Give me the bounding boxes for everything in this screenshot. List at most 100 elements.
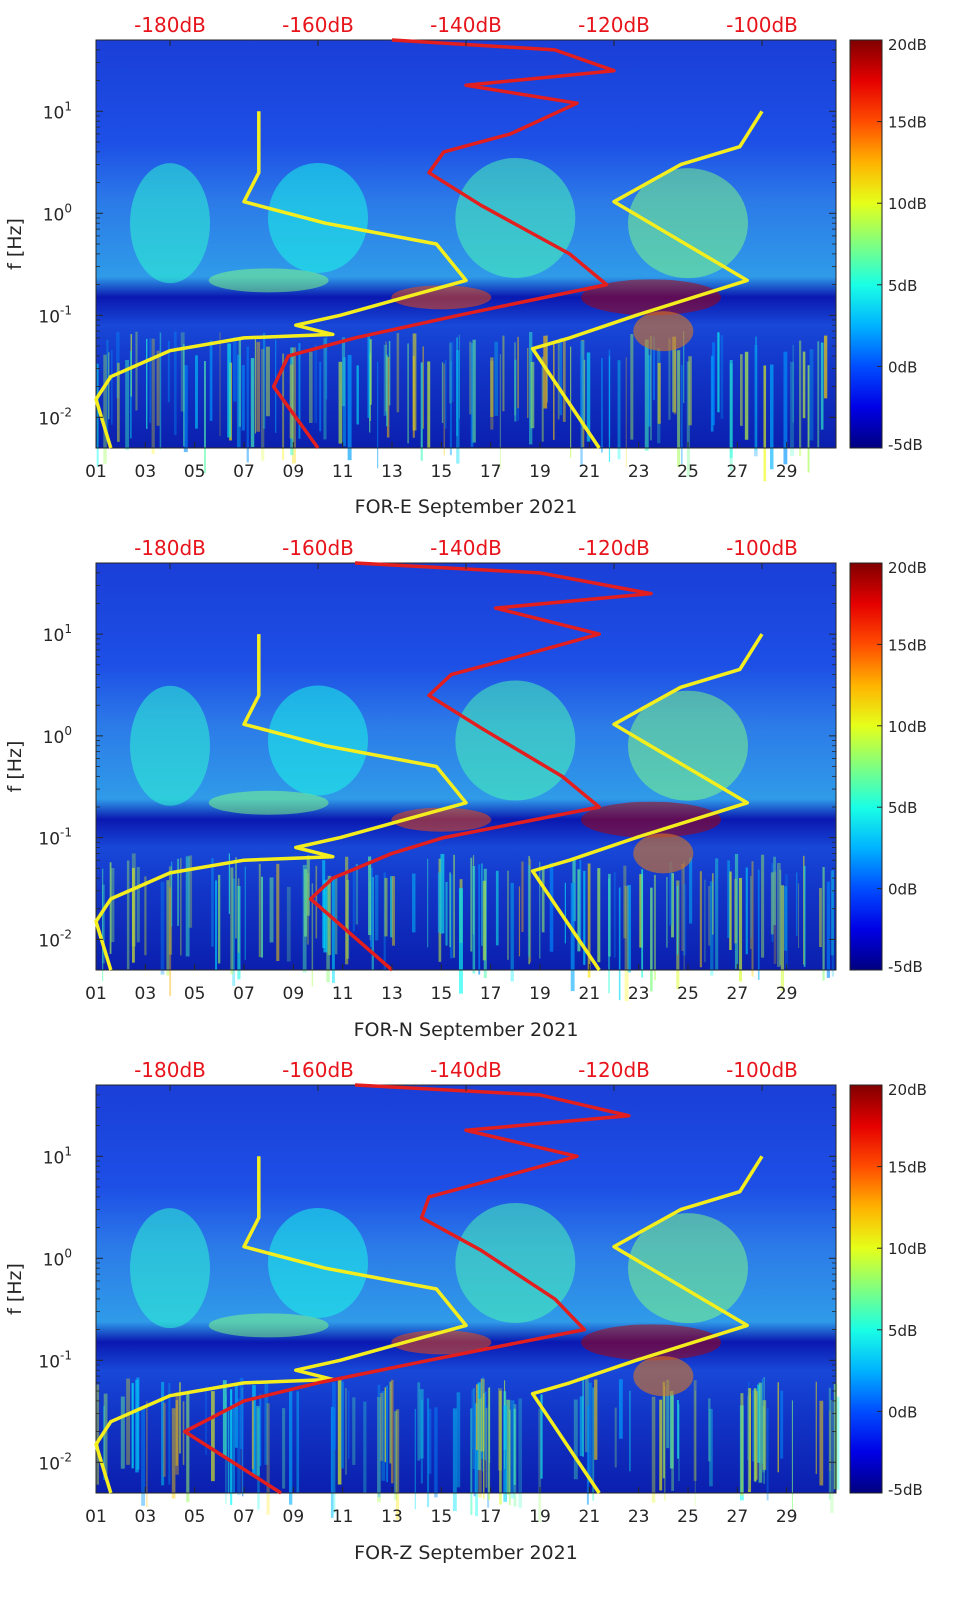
y-tick-label: 10-1 bbox=[38, 826, 72, 850]
top-db-label: -160dB bbox=[282, 13, 354, 37]
y-axis-label: f [Hz] bbox=[4, 741, 26, 793]
colorbar-label: 5dB bbox=[888, 799, 917, 817]
y-tick-label: 10-2 bbox=[38, 927, 72, 951]
top-db-label: -100dB bbox=[726, 536, 798, 560]
x-tick-label: 05 bbox=[184, 462, 206, 482]
x-tick-label: 27 bbox=[727, 1507, 749, 1527]
colorbar-label: 5dB bbox=[888, 277, 917, 295]
top-db-label: -160dB bbox=[282, 1058, 354, 1082]
x-tick-label: 03 bbox=[135, 1507, 157, 1527]
x-tick-label: 11 bbox=[332, 984, 354, 1004]
x-tick-label: 11 bbox=[332, 462, 354, 482]
series-low-noise-model bbox=[94, 111, 468, 449]
x-tick-label: 23 bbox=[628, 1507, 650, 1527]
colorbar-label: 20dB bbox=[888, 559, 927, 577]
spectrogram-texture bbox=[96, 1202, 840, 1523]
x-tick-label: 15 bbox=[431, 462, 453, 482]
y-tick-label: 10-2 bbox=[38, 1450, 72, 1474]
colorbar bbox=[849, 562, 883, 971]
x-tick-label: 25 bbox=[677, 984, 699, 1004]
x-tick-label: 27 bbox=[727, 984, 749, 1004]
x-tick-label: 15 bbox=[431, 1507, 453, 1527]
x-tick-label: 19 bbox=[529, 462, 551, 482]
y-axis-label: f [Hz] bbox=[4, 218, 26, 270]
top-db-label: -140dB bbox=[430, 13, 502, 37]
series-median-PSD bbox=[271, 38, 616, 450]
x-tick-label: 17 bbox=[480, 462, 502, 482]
colorbar-label: 0dB bbox=[888, 1403, 917, 1421]
colorbar-label: 15dB bbox=[888, 636, 927, 654]
y-tick-label: 10-1 bbox=[38, 303, 72, 327]
colorbar-label: -5dB bbox=[888, 1481, 923, 1499]
top-db-label: -180dB bbox=[134, 1058, 206, 1082]
series-median-PSD bbox=[183, 1083, 631, 1495]
x-tick-label: 09 bbox=[283, 462, 305, 482]
colorbar-label: 0dB bbox=[888, 358, 917, 376]
x-tick-label: 07 bbox=[233, 984, 255, 1004]
colorbar-label: 15dB bbox=[888, 1159, 927, 1177]
colorbar-label: 20dB bbox=[888, 1081, 927, 1099]
y-tick-label: 101 bbox=[43, 99, 72, 123]
x-tick-label: 09 bbox=[283, 1507, 305, 1527]
colorbar-label: 10dB bbox=[888, 195, 927, 213]
top-db-label: -160dB bbox=[282, 536, 354, 560]
series-median-PSD bbox=[308, 561, 653, 972]
x-tick-label: 13 bbox=[381, 1507, 403, 1527]
panel-for-e: 01 03 05 07 09 11 13 15 17 19 21 23 25 27 29 -180dB -160… bbox=[4, 13, 927, 518]
x-tick-label: 05 bbox=[184, 984, 206, 1004]
series-high-noise-model bbox=[530, 633, 764, 971]
top-db-label: -140dB bbox=[430, 1058, 502, 1082]
x-tick-label: 29 bbox=[776, 462, 798, 482]
x-axis-label: FOR-Z September 2021 bbox=[354, 1542, 578, 1564]
y-tick-label: 10-1 bbox=[38, 1348, 72, 1372]
x-tick-label: 25 bbox=[677, 1507, 699, 1527]
colorbar-label: 10dB bbox=[888, 718, 927, 736]
x-tick-label: 03 bbox=[135, 462, 157, 482]
x-tick-label: 23 bbox=[628, 462, 650, 482]
y-tick-label: 101 bbox=[43, 622, 72, 646]
x-tick-label: 01 bbox=[85, 984, 107, 1004]
colorbar-label: -5dB bbox=[888, 958, 923, 976]
x-tick-label: 21 bbox=[579, 1507, 601, 1527]
x-axis-label: FOR-E September 2021 bbox=[355, 496, 578, 518]
x-tick-label: 01 bbox=[85, 462, 107, 482]
x-tick-label: 15 bbox=[431, 984, 453, 1004]
y-tick-label: 100 bbox=[43, 1246, 72, 1270]
series-low-noise-model bbox=[94, 1156, 468, 1494]
x-axis-label: FOR-N September 2021 bbox=[354, 1019, 579, 1041]
x-tick-label: 21 bbox=[579, 462, 601, 482]
colorbar-label: 10dB bbox=[888, 1240, 927, 1258]
x-tick-label: 07 bbox=[233, 1507, 255, 1527]
spectrogram-texture bbox=[101, 680, 834, 1002]
top-db-label: -120dB bbox=[578, 13, 650, 37]
x-tick-label: 13 bbox=[381, 984, 403, 1004]
series-low-noise-model bbox=[94, 634, 468, 971]
top-db-label: -140dB bbox=[430, 536, 502, 560]
x-tick-label: 19 bbox=[529, 984, 551, 1004]
x-tick-label: 01 bbox=[85, 1507, 107, 1527]
x-tick-label: 07 bbox=[233, 462, 255, 482]
panel-for-z: 01 03 05 07 09 11 13 15 17 19 21 23 25 27 29 -180dB -160… bbox=[4, 1058, 927, 1564]
x-tick-label: 05 bbox=[184, 1507, 206, 1527]
top-db-label: -180dB bbox=[134, 536, 206, 560]
x-tick-label: 21 bbox=[579, 984, 601, 1004]
x-tick-label: 29 bbox=[776, 984, 798, 1004]
top-db-label: -100dB bbox=[726, 13, 798, 37]
x-tick-label: 25 bbox=[677, 462, 699, 482]
colorbar-label: 15dB bbox=[888, 114, 927, 132]
x-tick-label: 17 bbox=[480, 984, 502, 1004]
colorbar-label: 20dB bbox=[888, 36, 927, 54]
series-high-noise-model bbox=[530, 1155, 764, 1494]
spectrogram-texture bbox=[96, 157, 828, 482]
colorbar-label: 0dB bbox=[888, 881, 917, 899]
x-tick-label: 11 bbox=[332, 1507, 354, 1527]
colorbar bbox=[849, 1084, 883, 1494]
y-tick-label: 100 bbox=[43, 201, 72, 225]
y-axis-label: f [Hz] bbox=[4, 1263, 26, 1315]
panel-for-n: 01 03 05 07 09 11 13 15 17 19 21 23 25 27 29 -180dB -160… bbox=[4, 536, 927, 1041]
colorbar-label: 5dB bbox=[888, 1322, 917, 1340]
series-high-noise-model bbox=[530, 110, 764, 449]
y-tick-label: 100 bbox=[43, 724, 72, 748]
